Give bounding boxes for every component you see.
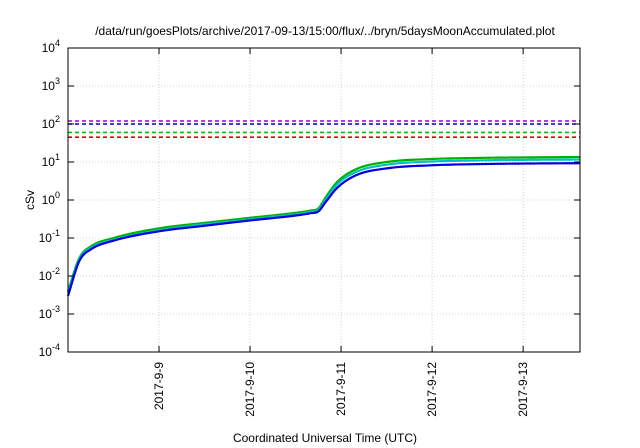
x-axis-label: Coordinated Universal Time (UTC) [233,431,417,445]
x-tick-label: 2017-9-13 [516,362,530,417]
y-tick-label: 10-1 [39,228,60,245]
y-tick-label: 100 [42,190,60,207]
x-tick-label: 2017-9-9 [152,362,166,410]
x-axis: 2017-9-9 2017-9-10 2017-9-11 2017-9-12 2017-… [152,48,530,417]
x-tick-label: 2017-9-12 [425,362,439,417]
y-tick-label: 101 [42,152,60,169]
y-axis: 10-4 10-3 10-2 10-1 100 101 102 103 104 [39,38,580,359]
y-tick-label: 10-3 [39,304,60,321]
x-tick-label: 2017-9-11 [334,362,348,416]
y-tick-label: 10-2 [39,266,60,283]
y-tick-label: 104 [42,38,60,55]
x-tick-label: 2017-9-10 [243,362,257,417]
series-line [66,162,581,297]
series-layer [66,120,581,297]
y-tick-label: 10-4 [39,342,60,359]
y-axis-label: cSv [23,190,37,210]
y-tick-label: 102 [42,114,60,131]
series-line [66,158,581,294]
series-line [66,155,581,292]
y-tick-label: 103 [42,76,60,93]
chart-title: /data/run/goesPlots/archive/2017-09-13/1… [95,24,555,38]
